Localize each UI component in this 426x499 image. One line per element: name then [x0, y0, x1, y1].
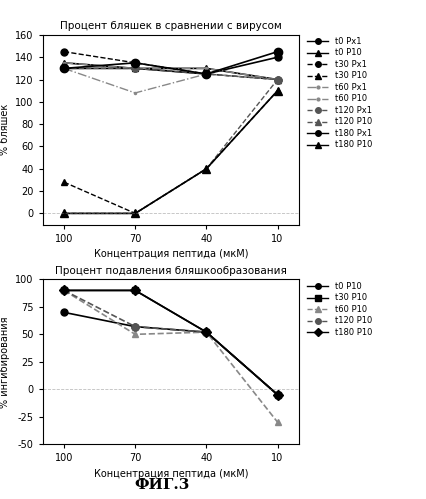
Legend: t0 P10, t30 P10, t60 P10, t120 P10, t180 P10: t0 P10, t30 P10, t60 P10, t120 P10, t180…: [305, 280, 373, 339]
Legend: t0 Px1, t0 P10, t30 Px1, t30 P10, t60 Px1, t60 P10, t120 Px1, t120 P10, t180 Px1: t0 Px1, t0 P10, t30 Px1, t30 P10, t60 Px…: [305, 35, 373, 151]
X-axis label: Концентрация пептида (мкМ): Концентрация пептида (мкМ): [93, 469, 248, 479]
Title: Процент бляшек в сравнении с вирусом: Процент бляшек в сравнении с вирусом: [60, 21, 281, 31]
Title: Процент подавления бляшкообразования: Процент подавления бляшкообразования: [55, 266, 286, 276]
Y-axis label: % ингибирования: % ингибирования: [0, 316, 10, 408]
Text: ФИГ.3: ФИГ.3: [134, 478, 190, 492]
Y-axis label: % бляшек: % бляшек: [0, 104, 10, 155]
X-axis label: Концентрация пептида (мкМ): Концентрация пептида (мкМ): [93, 249, 248, 259]
